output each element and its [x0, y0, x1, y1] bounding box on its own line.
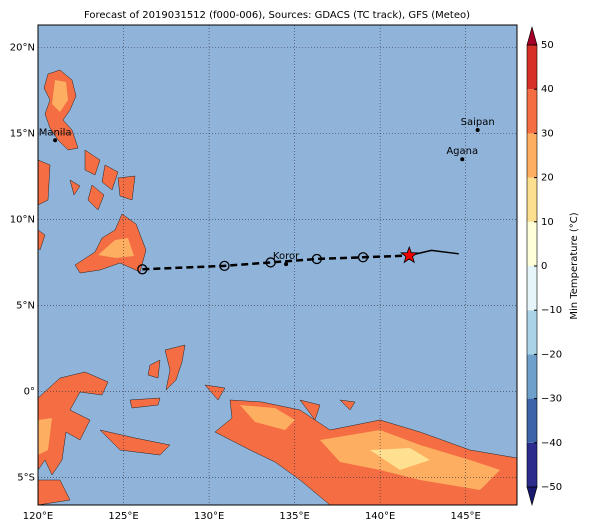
map-title: Forecast of 2019031512 (f000-006), Sourc… — [84, 10, 470, 21]
colorbar-bin — [527, 133, 537, 178]
lat-label: 5°N — [16, 300, 35, 311]
colorbar-bin — [527, 177, 537, 222]
map-frame — [37, 24, 518, 506]
lat-label: 0° — [24, 386, 35, 397]
lon-label: 145°E — [450, 511, 480, 522]
colorbar-over — [526, 25, 538, 46]
lat-label: 15°N — [10, 128, 35, 139]
colorbar-under — [526, 486, 538, 507]
lon-label: 125°E — [108, 511, 138, 522]
city-marker — [460, 157, 465, 162]
city-label: Agana — [446, 146, 478, 157]
colorbar-bin — [527, 89, 537, 134]
city-marker — [53, 138, 58, 143]
track-point — [357, 252, 369, 263]
colorbar-bin — [527, 266, 537, 311]
colorbar-tick-label: 50 — [541, 40, 554, 51]
track-point — [137, 264, 148, 275]
lon-label: 140°E — [365, 511, 395, 522]
track-point — [311, 253, 322, 265]
city-marker — [475, 127, 480, 132]
colorbar-tick-label: 30 — [541, 128, 554, 139]
colorbar-tick-label: −40 — [541, 438, 562, 449]
colorbar-tick-label: 0 — [541, 261, 547, 272]
colorbar-tick-label: −20 — [541, 349, 562, 360]
colorbar-bin — [527, 354, 537, 399]
city-label: Manila — [39, 127, 72, 138]
lon-label: 120°E — [23, 511, 53, 522]
colorbar-bin — [527, 442, 537, 487]
storm-position — [400, 245, 419, 264]
colorbar-tick-label: −10 — [541, 305, 562, 316]
colorbar-tick-label: 20 — [541, 173, 554, 184]
lon-label: 135°E — [279, 511, 309, 522]
lat-label: 10°N — [10, 214, 35, 225]
city-label: Koror — [273, 251, 300, 262]
colorbar-label: Min Temperature (°C) — [569, 212, 580, 319]
colorbar-tick-label: 10 — [541, 217, 554, 228]
forecast-track — [142, 254, 410, 271]
colorbar-bin — [527, 45, 537, 90]
land — [37, 69, 518, 506]
colorbar-tick-label: −30 — [541, 394, 562, 405]
track-point — [265, 257, 276, 268]
colorbar-bin — [527, 221, 537, 266]
lat-label: 5°S — [17, 472, 35, 483]
lat-label: 20°N — [10, 42, 35, 53]
colorbar-bin — [527, 310, 537, 355]
city-label: Saipan — [461, 117, 495, 128]
colorbar-tick-label: −50 — [541, 482, 562, 493]
lon-label: 130°E — [194, 511, 224, 522]
colorbar-tick-label: 40 — [541, 84, 554, 95]
city-marker — [284, 262, 289, 267]
track-point — [219, 260, 230, 272]
colorbar-bin — [527, 398, 537, 443]
